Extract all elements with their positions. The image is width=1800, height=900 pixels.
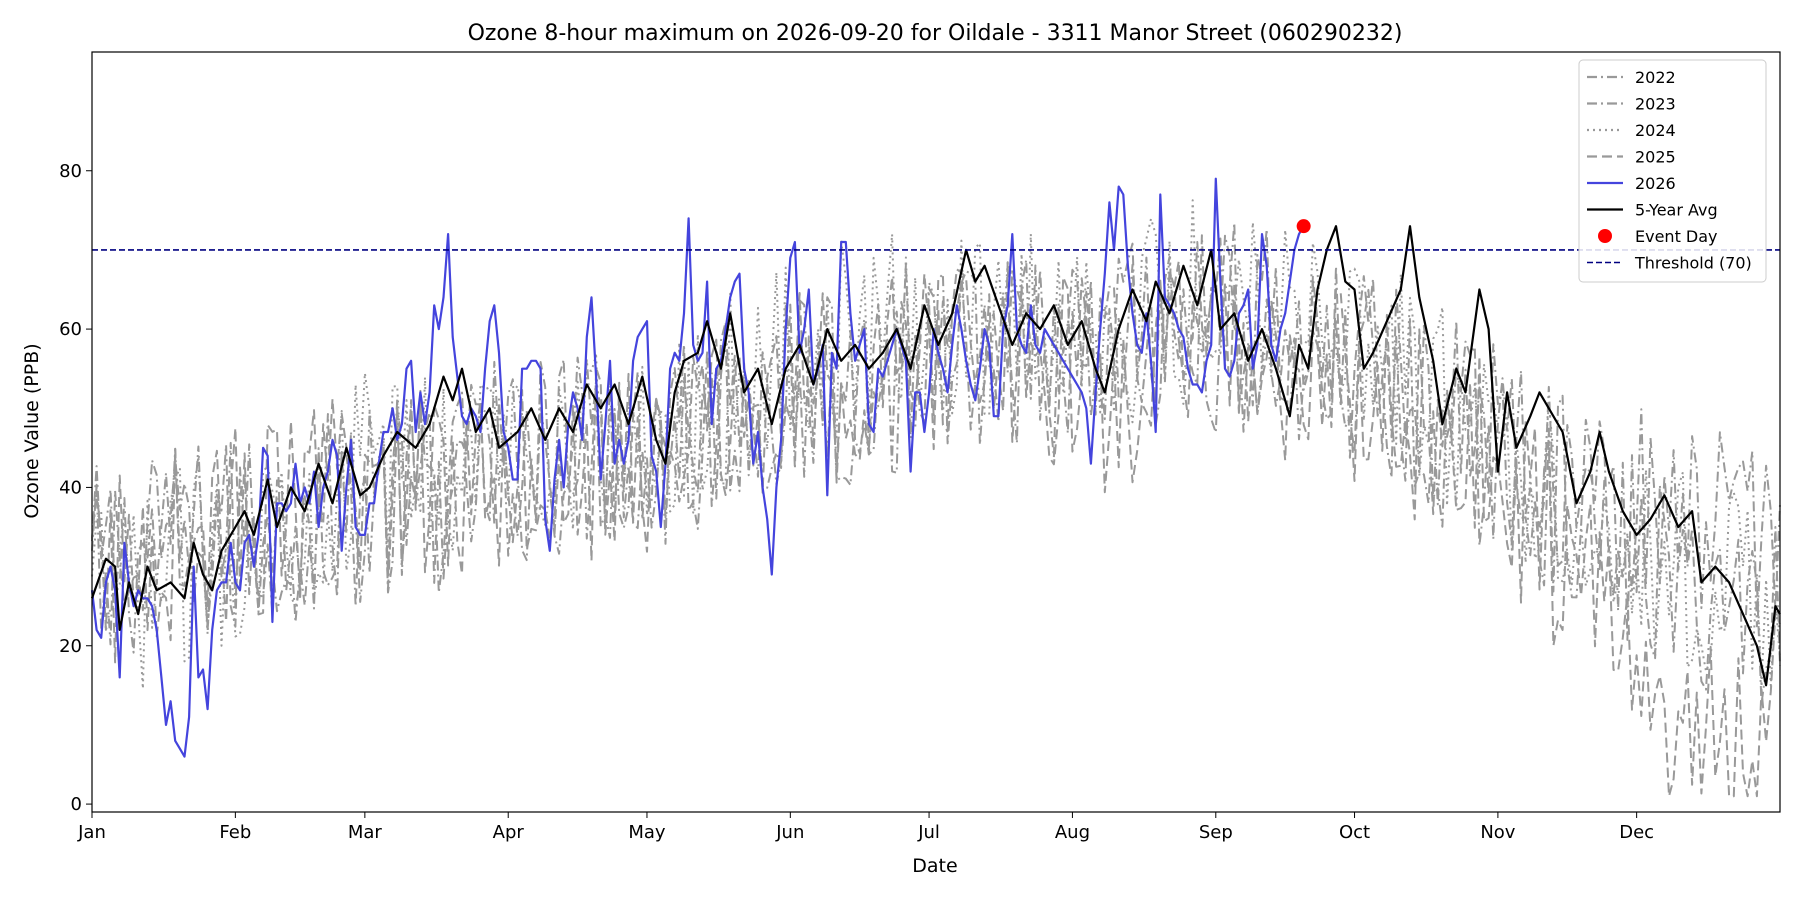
y-tick-label: 60	[59, 319, 82, 340]
x-tick-label: Dec	[1619, 822, 1654, 843]
series-line-2026	[90, 177, 1305, 758]
y-axis: 0 20 40 60 80	[59, 161, 92, 815]
x-tick-label: Apr	[493, 822, 525, 843]
chart-title: Ozone 8-hour maximum on 2026-09-20 for O…	[468, 21, 1403, 46]
series-line-5-year-avg	[90, 225, 1781, 687]
legend-label-2022: 2022	[1635, 68, 1676, 87]
x-tick-label: May	[628, 822, 666, 843]
x-tick-label: Jul	[917, 822, 940, 843]
x-tick-label: Oct	[1339, 822, 1370, 843]
legend-box	[1578, 59, 1767, 283]
legend-swatch-event-day	[1598, 229, 1612, 243]
legend-label-event-day: Event Day	[1635, 227, 1718, 246]
y-tick-label: 80	[59, 161, 82, 182]
event-day-marker	[1296, 219, 1311, 234]
legend-label-2025: 2025	[1635, 148, 1676, 167]
x-tick-label: Mar	[348, 822, 383, 843]
legend-label-5-year-avg: 5-Year Avg	[1635, 201, 1718, 220]
legend-label-threshold-70: Threshold (70)	[1634, 254, 1752, 273]
series-line-2022	[91, 234, 1781, 705]
x-axis-label: Date	[912, 855, 957, 877]
y-tick-label: 20	[59, 636, 82, 657]
legend: 2022 2023 2024 2025 2026 5-Year Avg Event Day T…	[1578, 59, 1767, 283]
legend-label-2026: 2026	[1635, 174, 1676, 193]
legend-label-2024: 2024	[1635, 121, 1676, 140]
plot-frame	[91, 51, 1781, 813]
series-line-2024	[91, 199, 1781, 690]
x-tick-label: Jan	[77, 822, 106, 843]
y-tick-label: 0	[71, 794, 82, 815]
x-tick-label: Jun	[775, 822, 804, 843]
event-layer	[1296, 219, 1311, 234]
x-tick-label: Nov	[1480, 822, 1515, 843]
legend-label-2023: 2023	[1635, 95, 1676, 114]
x-tick-label: Aug	[1055, 822, 1090, 843]
y-axis-label: Ozone Value (PPB)	[21, 343, 43, 518]
x-axis: Jan Feb Mar Apr May Jun Jul Aug Sep Oct Nov Dec	[77, 812, 1654, 843]
x-tick-label: Feb	[219, 822, 251, 843]
series-layer	[90, 177, 1781, 798]
y-tick-label: 40	[59, 477, 82, 498]
x-tick-label: Sep	[1199, 822, 1233, 843]
